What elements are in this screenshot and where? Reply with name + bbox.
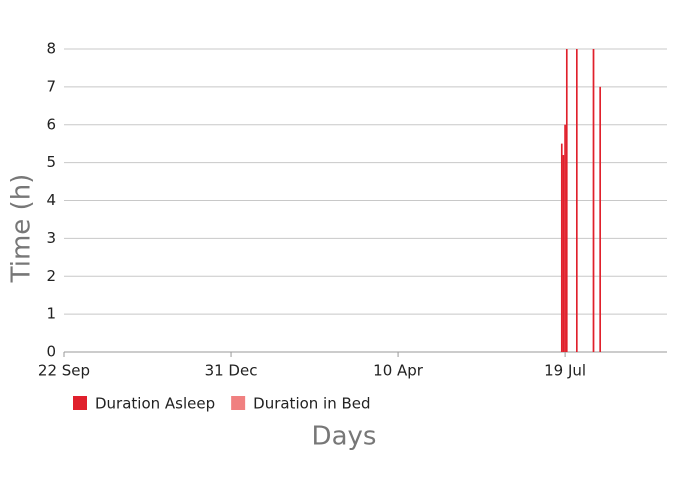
x-tick-label: 10 Apr [373,362,424,380]
y-tick-label: 0 [46,343,56,361]
legend-label: Duration in Bed [253,395,370,413]
bar [564,124,566,352]
legend-swatch [231,396,246,410]
y-tick-label: 7 [46,77,56,95]
bar [562,155,565,352]
y-tick-label: 8 [46,40,56,58]
bar [560,143,563,352]
legend-swatch [73,396,87,410]
y-tick-label: 1 [46,305,56,323]
x-tick-label: 31 Dec [205,362,258,380]
x-tick-label: 22 Sep [38,362,90,380]
x-tick-label: 19 Jul [544,362,586,380]
y-tick-label: 2 [46,267,56,285]
bar [592,49,595,352]
y-tick-label: 4 [46,191,56,209]
y-axis-title: Time (h) [7,174,37,284]
bar [565,49,568,352]
y-tick-label: 6 [46,115,56,133]
x-axis-title: Days [312,422,377,452]
y-tick-label: 5 [46,153,56,171]
y-tick-label: 3 [46,229,56,247]
bar [599,86,601,352]
bar [576,49,578,352]
legend-label: Duration Asleep [95,395,215,413]
